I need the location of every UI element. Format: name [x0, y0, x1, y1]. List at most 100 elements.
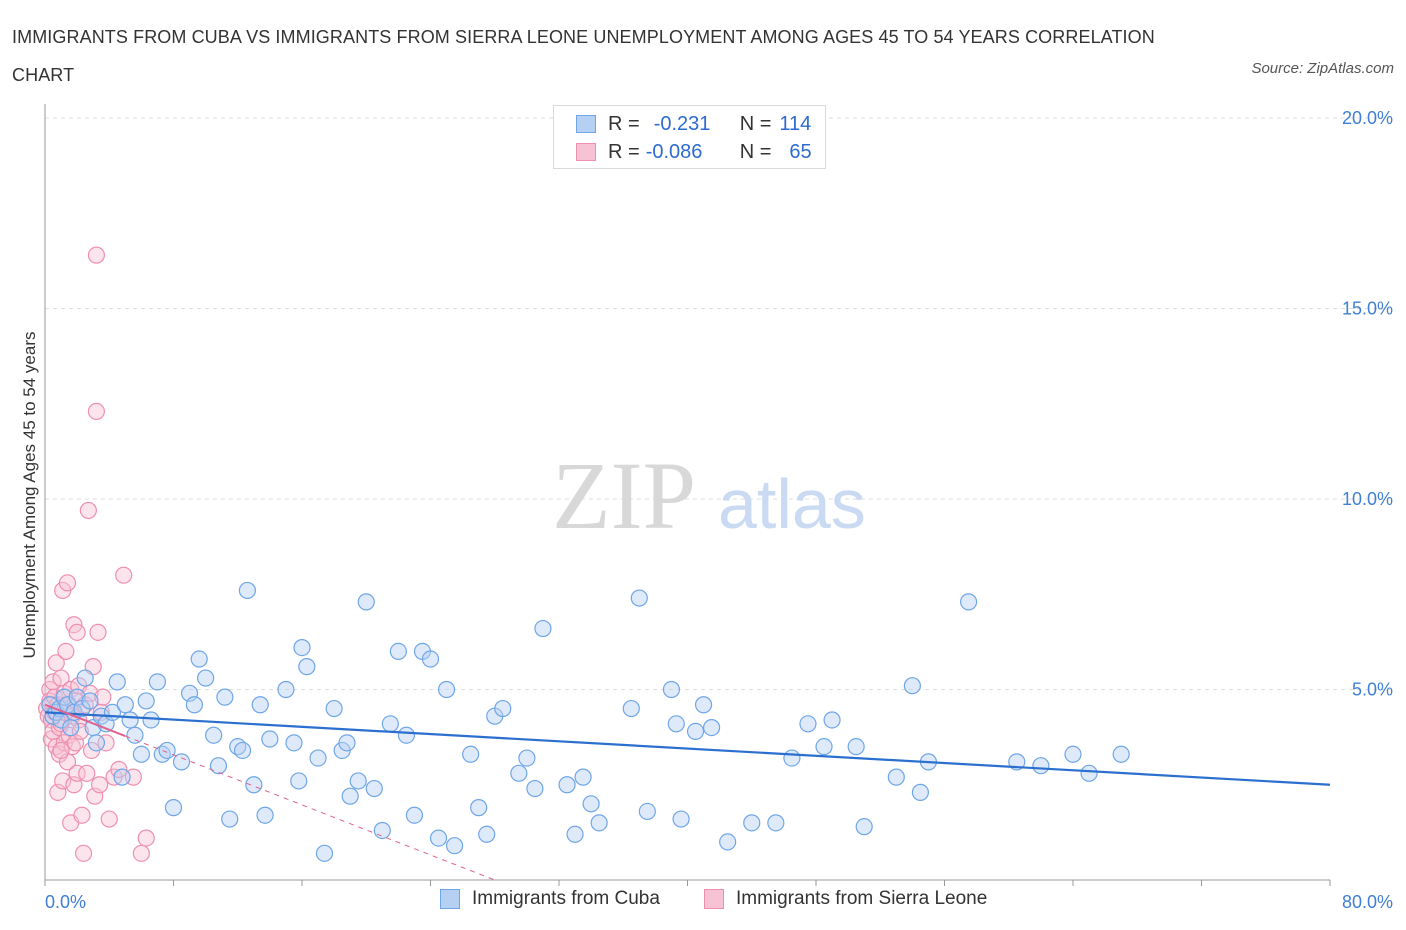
- sierra-point-50: [87, 402, 106, 420]
- watermark-zip: ZIP: [552, 442, 696, 549]
- y-tick-label-2: 15.0%: [1342, 299, 1393, 319]
- cuba-legend-label: Immigrants from Cuba: [472, 888, 660, 909]
- cuba-point-56: [341, 787, 359, 805]
- cuba-point-61: [381, 715, 399, 733]
- cuba-point-19: [113, 768, 131, 786]
- cuba-point-12: [81, 692, 99, 710]
- cuba-point-103: [903, 677, 921, 695]
- cuba-point-98: [815, 738, 833, 756]
- sierra-trend-line-dashed: [125, 735, 495, 881]
- y-tick-label-1: 10.0%: [1342, 489, 1393, 509]
- sierra-point-45: [79, 501, 97, 520]
- cuba-point-42: [245, 776, 263, 794]
- cuba-point-22: [126, 726, 144, 744]
- cuba-point-60: [373, 821, 391, 840]
- cuba-point-41: [238, 581, 256, 600]
- legend-row-sierra-leone: R = -0.086 N = 65: [576, 139, 812, 165]
- cuba-point-110: [1112, 745, 1130, 763]
- sierra-point-44: [78, 764, 96, 782]
- stats-legend: R = -0.231 N = 114 R = -0.086 N = 65: [553, 105, 826, 169]
- cuba-point-77: [526, 779, 544, 798]
- sierra-point-52: [89, 623, 107, 641]
- cuba-point-24: [137, 692, 155, 710]
- cuba-point-99: [823, 711, 841, 729]
- cuba-point-38: [221, 810, 239, 828]
- sierra-r-value: -0.086: [645, 140, 703, 163]
- cuba-point-90: [686, 722, 705, 741]
- cuba-point-46: [277, 680, 295, 699]
- sierra-point-63: [137, 829, 155, 847]
- cuba-point-55: [338, 734, 356, 752]
- cuba-point-51: [309, 749, 327, 767]
- legend-row-cuba: R = -0.231 N = 114: [576, 111, 811, 137]
- cuba-n-label: N =: [739, 112, 772, 135]
- cuba-point-53: [325, 699, 343, 718]
- sierra-n-label: N =: [739, 140, 772, 163]
- cuba-point-68: [437, 680, 456, 699]
- cuba-point-11: [76, 669, 94, 687]
- cuba-point-87: [662, 680, 681, 699]
- cuba-point-94: [743, 814, 761, 832]
- sierra-point-64: [52, 741, 70, 760]
- cuba-point-36: [209, 757, 228, 775]
- cuba-point-92: [702, 718, 721, 737]
- cuba-point-18: [108, 673, 126, 691]
- chart-title: IMMIGRANTS FROM CUBA VS IMMIGRANTS FROM …: [12, 27, 1155, 85]
- cuba-point-75: [510, 764, 528, 782]
- sierra-point-22: [57, 642, 75, 661]
- cuba-point-108: [1064, 745, 1082, 763]
- sierra-trend-line-solid: [44, 703, 126, 737]
- cuba-point-35: [205, 726, 223, 744]
- cuba-point-20: [116, 696, 134, 714]
- cuba-point-62: [389, 642, 407, 661]
- cuba-point-25: [142, 711, 160, 729]
- cuba-point-84: [622, 699, 640, 718]
- sierra-point-42: [74, 844, 93, 862]
- cuba-point-101: [855, 818, 873, 836]
- watermark-atlas: atlas: [718, 465, 866, 543]
- cuba-point-66: [421, 650, 440, 668]
- cuba-point-58: [357, 593, 375, 611]
- tick-labels: 5.0% 10.0% 15.0% 20.0% 0.0% 80.0%: [45, 108, 1393, 912]
- y-tick-label-3: 20.0%: [1342, 108, 1393, 128]
- cuba-point-14: [87, 734, 106, 752]
- sierra-swatch: [576, 143, 596, 161]
- cuba-point-37: [216, 688, 234, 706]
- sierra-point-57: [100, 810, 118, 828]
- cuba-point-64: [405, 806, 424, 824]
- source-label: Source: ZipAtlas.com: [1251, 60, 1394, 77]
- cuba-point-32: [185, 696, 203, 714]
- cuba-point-89: [672, 810, 690, 828]
- cuba-point-74: [494, 699, 512, 718]
- sierra-point-37: [68, 764, 86, 782]
- cuba-point-63: [397, 726, 416, 744]
- cuba-point-28: [158, 741, 176, 760]
- cuba-point-70: [462, 745, 480, 763]
- cuba-point-30: [172, 753, 191, 771]
- cuba-point-49: [293, 638, 311, 657]
- cuba-point-40: [233, 741, 252, 760]
- cuba-point-80: [566, 825, 584, 843]
- cuba-trend-line: [44, 711, 1331, 786]
- sierra-r-label: R =: [608, 140, 640, 163]
- trend-lines: [44, 703, 1331, 881]
- legend-item-sierra-leone[interactable]: Immigrants from Sierra Leone: [704, 888, 987, 910]
- cuba-point-67: [429, 829, 448, 847]
- cuba-point-50: [298, 658, 316, 676]
- cuba-point-81: [574, 768, 592, 786]
- cuba-point-100: [847, 738, 865, 756]
- cuba-point-72: [478, 825, 496, 843]
- cuba-point-93: [719, 833, 737, 851]
- sierra-point-10: [47, 654, 65, 672]
- y-tick-label-0: 5.0%: [1352, 680, 1393, 700]
- sierra-point-24: [58, 574, 77, 592]
- cuba-point-57: [349, 772, 367, 790]
- cuba-point-59: [365, 779, 383, 798]
- legend-item-cuba[interactable]: Immigrants from Cuba: [440, 888, 660, 910]
- cuba-point-96: [783, 749, 801, 767]
- cuba-point-83: [590, 814, 608, 832]
- axes: [44, 104, 1331, 886]
- cuba-point-21: [121, 711, 139, 729]
- cuba-point-52: [315, 844, 334, 862]
- cuba-point-91: [694, 696, 713, 714]
